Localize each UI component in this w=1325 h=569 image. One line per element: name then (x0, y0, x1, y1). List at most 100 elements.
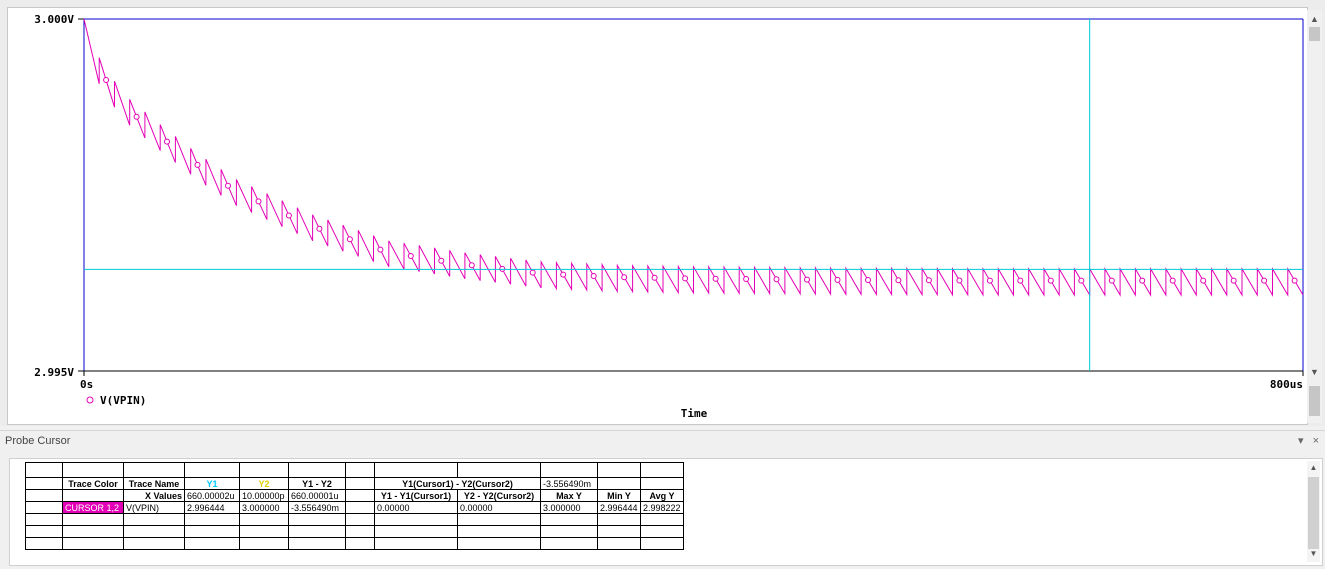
y2-value[interactable]: 3.000000 (239, 501, 289, 514)
probe-cursor-title: Probe Cursor (5, 435, 71, 447)
trace-point-marker (1078, 277, 1085, 284)
trace-point-marker (651, 274, 658, 281)
scroll-up-icon[interactable]: ▲ (1310, 14, 1319, 24)
row-header-cell[interactable] (25, 477, 63, 490)
col-y1-minus-y1-cursor1[interactable]: Y1 - Y1(Cursor1) (374, 489, 458, 502)
row-header-cell[interactable] (25, 537, 63, 550)
probe-cursor-header: Probe Cursor ▾ × (0, 430, 1325, 453)
trace-point-marker (103, 77, 110, 83)
row-header-cell[interactable] (25, 489, 63, 502)
trace-point-marker (133, 113, 140, 120)
trace-point-marker (438, 257, 445, 264)
cursor-table: Trace Color Trace Name Y1 Y2 Y1 - Y2 Y1(… (25, 462, 684, 550)
trace-point-marker (682, 275, 689, 282)
plot-panel[interactable]: 3.000V 2.995V 0s 800us V(VPIN) Time (7, 7, 1308, 425)
table-row: CURSOR 1,2 V(VPIN) 2.996444 3.000000 -3.… (25, 501, 684, 514)
trace-point-marker (316, 225, 323, 232)
row-header-cell[interactable] (25, 462, 63, 478)
trace-point-marker (1108, 277, 1115, 284)
table-cell[interactable] (345, 489, 375, 502)
scroll-thumb-lower[interactable] (1309, 386, 1320, 416)
legend-marker-icon (86, 396, 94, 404)
y1-value[interactable]: 2.996444 (184, 501, 240, 514)
y-diff-value[interactable]: -3.556490m (288, 501, 346, 514)
min-y-value[interactable]: 2.996444 (597, 501, 641, 514)
trace-point-marker (1017, 277, 1024, 284)
trace-point-marker (956, 277, 963, 284)
scroll-thumb[interactable] (1308, 477, 1319, 549)
y2-cursor-diff-value[interactable]: 0.00000 (457, 501, 541, 514)
trace-vvpin (83, 18, 1304, 297)
scroll-down-icon[interactable]: ▼ (1309, 549, 1318, 558)
probe-window-controls: ▾ × (1292, 434, 1319, 447)
col-cursor-diff[interactable]: Y1(Cursor1) - Y2(Cursor2) (374, 477, 541, 490)
plot-vertical-scrollbar[interactable]: ▲ ▼ (1307, 10, 1322, 423)
pin-dropdown-icon[interactable]: ▾ (1297, 435, 1304, 447)
avg-y-value[interactable]: 2.998222 (640, 501, 684, 514)
cursor-diff-value[interactable]: -3.556490m (540, 477, 598, 490)
x-diff-value[interactable]: 660.00001u (288, 489, 346, 502)
trace-name-cell[interactable]: V(VPIN) (123, 501, 185, 514)
col-trace-name[interactable]: Trace Name (123, 477, 185, 490)
trace-point-marker (986, 277, 993, 284)
trace-point-marker (285, 212, 292, 219)
table-cell[interactable] (597, 477, 641, 490)
x-max-label: 800us (1270, 378, 1303, 391)
max-y-value[interactable]: 3.000000 (540, 501, 598, 514)
trace-point-marker (1169, 277, 1176, 284)
x-axis-title: Time (681, 407, 708, 420)
col-trace-color[interactable]: Trace Color (62, 477, 124, 490)
x2-value[interactable]: 10.00000p (239, 489, 289, 502)
close-icon[interactable]: × (1312, 435, 1319, 447)
plot-window: 3.000V 2.995V 0s 800us V(VPIN) Time ▲ ▼ (7, 7, 1322, 425)
scroll-thumb[interactable] (1309, 27, 1320, 41)
x1-value[interactable]: 660.00002u (184, 489, 240, 502)
trace-point-marker (804, 276, 810, 283)
table-cell[interactable] (345, 477, 375, 490)
trace-point-marker (1139, 277, 1146, 284)
y-min-label: 2.995V (34, 366, 74, 379)
y1-cursor-diff-value[interactable]: 0.00000 (374, 501, 458, 514)
col-y2-minus-y2-cursor2[interactable]: Y2 - Y2(Cursor2) (457, 489, 541, 502)
table-cell[interactable] (640, 477, 684, 490)
waveform-chart[interactable]: 3.000V 2.995V 0s 800us V(VPIN) Time (8, 8, 1307, 424)
trace-point-marker (834, 276, 841, 283)
trace-point-marker (712, 275, 719, 282)
trace-point-marker (1200, 277, 1207, 284)
trace-point-marker (590, 273, 597, 279)
col-y1[interactable]: Y1 (184, 477, 240, 490)
col-avg-y[interactable]: Avg Y (640, 489, 684, 502)
row-header-cell[interactable] (25, 513, 63, 526)
table-row (25, 513, 684, 526)
x-values-label[interactable]: X Values (123, 489, 185, 502)
col-y2[interactable]: Y2 (239, 477, 289, 490)
table-cell[interactable] (62, 489, 124, 502)
trace-point-marker (925, 277, 932, 284)
trace-point-marker (743, 276, 750, 282)
trace-point-marker (529, 269, 536, 276)
trace-point-marker (255, 198, 262, 205)
trace-point-marker (865, 277, 871, 283)
y-max-label: 3.000V (34, 13, 74, 26)
col-min-y[interactable]: Min Y (597, 489, 641, 502)
trace-legend-label[interactable]: V(VPIN) (100, 394, 146, 407)
col-y1-minus-y2[interactable]: Y1 - Y2 (288, 477, 346, 490)
row-header-cell[interactable] (25, 525, 63, 538)
trace-point-marker (194, 161, 201, 168)
x-min-label: 0s (80, 378, 93, 391)
trace-point-marker (346, 236, 353, 243)
trace-point-marker (407, 253, 414, 259)
probe-cursor-panel: Trace Color Trace Name Y1 Y2 Y1 - Y2 Y1(… (9, 458, 1323, 566)
trace-point-marker (1047, 277, 1054, 284)
table-row (25, 525, 684, 538)
trace-point-marker (225, 182, 231, 189)
trace-point-marker (468, 262, 475, 269)
scroll-up-icon[interactable]: ▲ (1309, 463, 1318, 472)
table-vertical-scrollbar[interactable]: ▲ ▼ (1307, 461, 1320, 562)
col-max-y[interactable]: Max Y (540, 489, 598, 502)
table-cell[interactable] (345, 501, 375, 514)
trace-color-swatch[interactable]: CURSOR 1,2 (62, 501, 124, 514)
trace-point-marker (773, 276, 780, 283)
scroll-down-icon[interactable]: ▼ (1310, 367, 1319, 377)
row-header-cell[interactable] (25, 501, 63, 514)
